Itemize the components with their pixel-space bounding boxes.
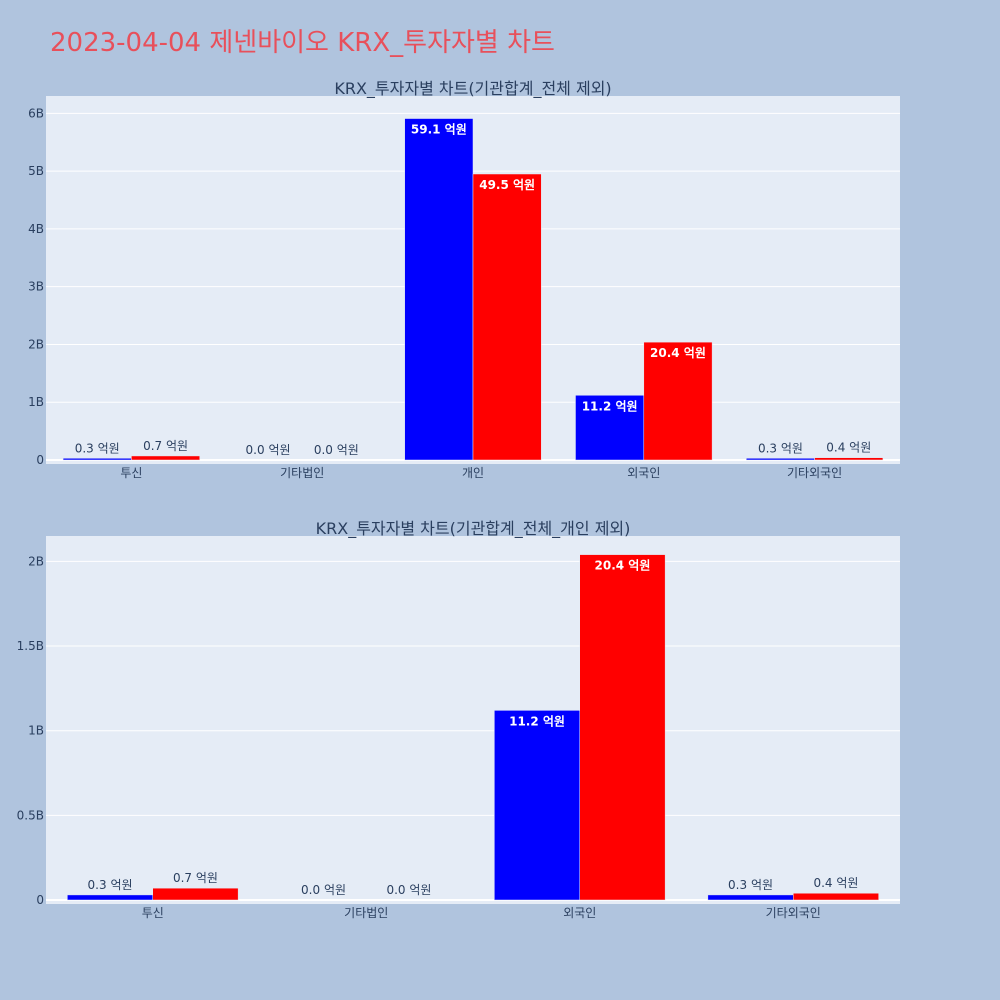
- data-label: 20.4 억원: [650, 346, 706, 360]
- data-label: 0.4 억원: [826, 441, 871, 455]
- data-label: 49.5 억원: [479, 178, 535, 192]
- y-tick-label: 3B: [28, 280, 44, 294]
- bar: [643, 341, 713, 461]
- x-tick-label: 외국인: [563, 906, 596, 920]
- data-label: 0.0 억원: [301, 883, 346, 897]
- data-label: 0.3 억원: [758, 441, 803, 455]
- chart-title: KRX_투자자별 차트(기관합계_전체_개인 제외): [316, 519, 631, 539]
- bar: [814, 457, 884, 461]
- data-label: 0.0 억원: [314, 443, 359, 457]
- x-tick-label: 투신: [142, 906, 164, 920]
- x-tick-label: 기타외국인: [766, 906, 821, 920]
- data-label: 59.1 억원: [411, 123, 467, 137]
- y-tick-label: 0: [36, 893, 44, 907]
- y-tick-label: 1.5B: [17, 639, 44, 653]
- bar: [707, 894, 794, 901]
- data-label: 0.7 억원: [143, 439, 188, 453]
- bar: [152, 887, 239, 901]
- y-tick-label: 4B: [28, 222, 44, 236]
- x-tick-label: 투신: [120, 466, 142, 480]
- bar: [579, 554, 666, 901]
- plot-area: [46, 536, 900, 904]
- bar: [404, 118, 474, 461]
- bar: [746, 458, 815, 461]
- bar: [575, 395, 645, 461]
- data-label: 0.7 억원: [173, 871, 218, 885]
- bar: [494, 710, 581, 901]
- y-tick-label: 2B: [28, 554, 44, 568]
- x-tick-label: 기타외국인: [787, 466, 842, 480]
- y-tick-label: 1B: [28, 724, 44, 738]
- bar: [67, 894, 153, 901]
- data-label: 0.3 억원: [75, 441, 120, 455]
- data-label: 0.0 억원: [386, 883, 431, 897]
- y-tick-label: 6B: [28, 106, 44, 120]
- chart-title: KRX_투자자별 차트(기관합계_전체 제외): [334, 79, 611, 99]
- page-title: 2023-04-04 제넨바이오 KRX_투자자별 차트: [50, 28, 555, 58]
- y-tick-label: 2B: [28, 337, 44, 351]
- x-tick-label: 개인: [462, 466, 484, 480]
- data-label: 20.4 억원: [595, 559, 651, 573]
- data-label: 11.2 억원: [509, 714, 565, 728]
- x-tick-label: 기타법인: [280, 466, 324, 480]
- data-label: 0.3 억원: [728, 878, 773, 892]
- y-tick-label: 0: [36, 453, 44, 467]
- bar: [472, 173, 542, 461]
- data-label: 0.3 억원: [88, 878, 133, 892]
- bar: [62, 458, 132, 461]
- bar: [131, 455, 200, 461]
- bar: [793, 892, 879, 901]
- y-tick-label: 1B: [28, 395, 44, 409]
- data-label: 11.2 억원: [582, 399, 638, 413]
- data-label: 0.4 억원: [813, 876, 858, 890]
- x-tick-label: 외국인: [627, 466, 660, 480]
- data-label: 0.0 억원: [246, 443, 291, 457]
- y-tick-label: 0.5B: [17, 808, 44, 822]
- y-tick-label: 5B: [28, 164, 44, 178]
- x-tick-label: 기타법인: [344, 906, 388, 920]
